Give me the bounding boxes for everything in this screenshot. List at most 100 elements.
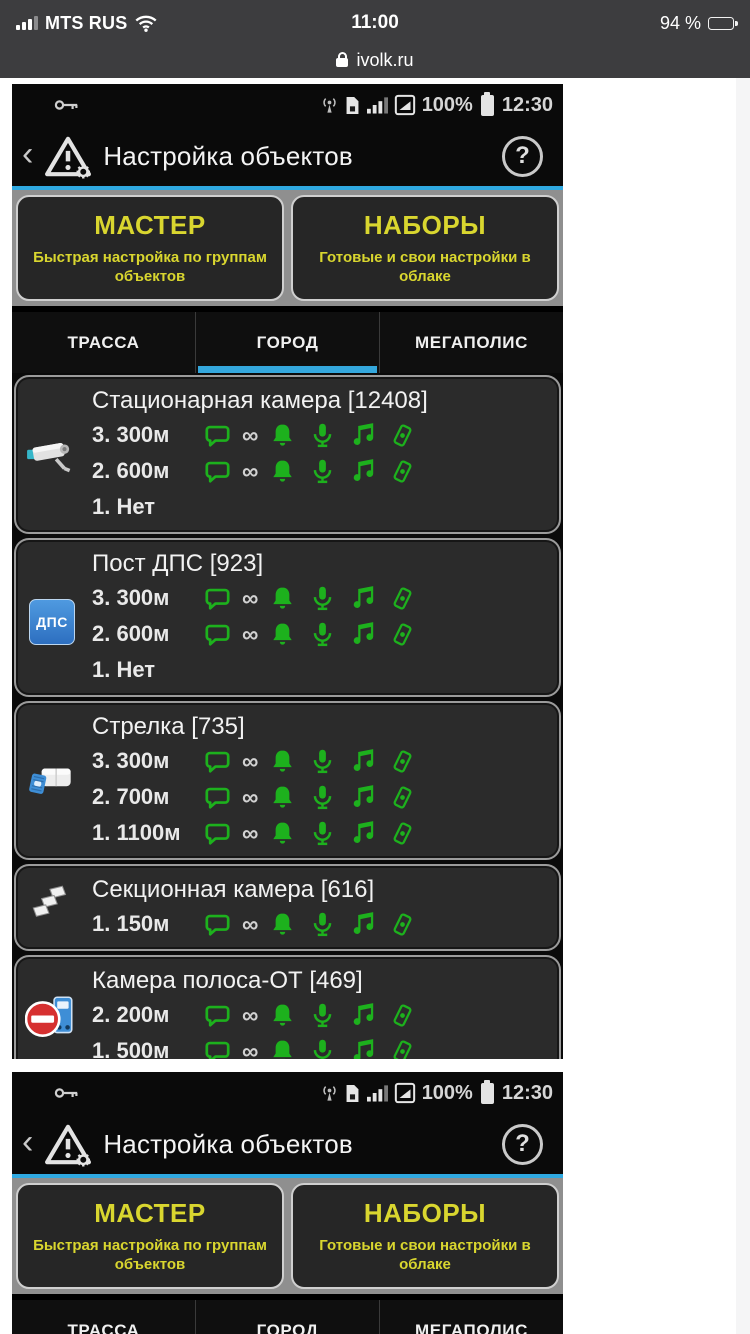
tab-gorod[interactable]: ГОРОД [195, 312, 380, 373]
infinity-icon: ∞ [242, 620, 259, 647]
vibrate-phone-icon [389, 1038, 416, 1060]
music-notes-icon [349, 820, 376, 847]
tab-gorod-label: ГОРОД [256, 332, 319, 352]
speech-bubble-icon [204, 748, 231, 775]
scrollbar-track[interactable] [736, 78, 750, 1334]
infinity-icon: ∞ [242, 819, 259, 846]
alert-iconset: ∞ [204, 585, 416, 612]
microphone-icon [309, 422, 336, 449]
dps-sign-icon: ДПС [29, 598, 75, 645]
microphone-icon [309, 911, 336, 938]
vibrate-phone-icon [389, 585, 416, 612]
battery-icon [708, 16, 738, 30]
sets-button-subtitle: Готовые и свои настройки в облаке [319, 1236, 531, 1274]
bell-icon [269, 748, 296, 775]
vibrate-phone-icon [389, 784, 416, 811]
object-card-dps-post[interactable]: ДПС Пост ДПС [923] 3. 300м ∞ 2. 600м ∞ 1… [14, 538, 561, 697]
bell-icon [269, 458, 296, 485]
distance-label: 1. 1100м [92, 820, 181, 845]
distance-row[interactable]: 1. 150м ∞ [92, 906, 551, 942]
tab-trassa[interactable]: ТРАССА [12, 312, 195, 373]
bus-lane-camera-icon [25, 990, 79, 1044]
object-card-strelka[interactable]: Стрелка [735] 3. 300м ∞ 2. 700м ∞ 1. 110… [14, 701, 561, 860]
sets-button[interactable]: НАБОРЫ Готовые и свои настройки в облаке [291, 195, 559, 301]
url-bar[interactable]: ivolk.ru [0, 46, 750, 74]
distance-row[interactable]: 1. 500м ∞ [92, 1033, 551, 1059]
master-button[interactable]: МАСТЕР Быстрая настройка по группам объе… [16, 1183, 284, 1289]
alert-iconset: ∞ [204, 911, 416, 938]
tab-megapolis[interactable]: МЕГАПОЛИС [380, 312, 563, 373]
music-notes-icon [349, 621, 376, 648]
bell-icon [269, 784, 296, 811]
microphone-icon [309, 1038, 336, 1060]
ios-status-bar: MTS RUS 11:00 94 % ivolk.ru [0, 0, 750, 78]
distance-row[interactable]: 2. 700м ∞ [92, 779, 551, 815]
sets-button-title: НАБОРЫ [363, 209, 487, 240]
music-notes-icon [349, 585, 376, 612]
music-notes-icon [349, 748, 376, 775]
distance-row[interactable]: 2. 200м ∞ [92, 997, 551, 1033]
dps-sign-label: ДПС [36, 613, 68, 630]
tab-megapolis-label: МЕГАПОЛИС [415, 332, 528, 352]
distance-row[interactable]: 2. 600м ∞ [92, 616, 551, 652]
distance-row[interactable]: 3. 300м ∞ [92, 743, 551, 779]
sets-button-subtitle: Готовые и свои настройки в облаке [319, 248, 531, 286]
card-title: Пост ДПС [923] [92, 550, 264, 577]
help-button[interactable]: ? [502, 135, 543, 177]
roaming-signal-icon [394, 1082, 416, 1104]
speech-bubble-icon [204, 1002, 231, 1029]
warning-gear-icon [42, 1122, 94, 1167]
app-header: ‹ Настройка объектов ? [12, 1114, 563, 1174]
tab-megapolis[interactable]: МЕГАПОЛИС [380, 1300, 563, 1334]
music-notes-icon [349, 1038, 376, 1060]
strelka-camera-icon [25, 754, 79, 808]
distance-row[interactable]: 1. 1100м ∞ [92, 815, 551, 851]
infinity-icon: ∞ [242, 584, 259, 611]
object-card-section-camera[interactable]: Секционная камера [616] 1. 150м ∞ [14, 864, 561, 951]
master-button-subtitle: Быстрая настройка по группам объектов [33, 248, 267, 286]
tab-trassa[interactable]: ТРАССА [12, 1300, 195, 1334]
sets-button[interactable]: НАБОРЫ Готовые и свои настройки в облаке [291, 1183, 559, 1289]
sets-button-title: НАБОРЫ [363, 1197, 487, 1228]
object-card-stationary-camera[interactable]: Стационарная камера [12408] 3. 300м ∞ 2.… [14, 375, 561, 534]
music-notes-icon [349, 1002, 376, 1029]
tab-gorod[interactable]: ГОРОД [195, 1300, 380, 1334]
back-button[interactable]: ‹ [22, 135, 34, 173]
bell-icon [269, 1002, 296, 1029]
distance-row[interactable]: 3. 300м ∞ [92, 417, 551, 453]
object-card-bus-lane-camera[interactable]: Камера полоса-ОТ [469] 2. 200м ∞ 1. 500м… [14, 955, 561, 1059]
tab-trassa-label: ТРАССА [67, 332, 140, 352]
bell-icon [269, 820, 296, 847]
infinity-icon: ∞ [242, 1037, 259, 1059]
wifi-icon [134, 14, 158, 32]
master-button[interactable]: МАСТЕР Быстрая настройка по группам объе… [16, 195, 284, 301]
card-title: Стрелка [735] [92, 713, 245, 740]
help-button[interactable]: ? [502, 1123, 543, 1165]
distance-row[interactable]: 3. 300м ∞ [92, 580, 551, 616]
bell-icon [269, 585, 296, 612]
sim-card-icon [344, 95, 361, 116]
active-tab-underline [198, 366, 377, 373]
mode-tabs: ТРАССА ГОРОД МЕГАПОЛИС [12, 312, 563, 373]
infinity-icon: ∞ [242, 457, 259, 484]
infinity-icon: ∞ [242, 747, 259, 774]
distance-row[interactable]: 1. Нет [92, 489, 551, 525]
lock-icon [336, 52, 349, 67]
card-title: Камера полоса-ОТ [469] [92, 967, 363, 994]
battery-percent-label: 94 % [659, 12, 701, 33]
app-screenshot-2: 100% 12:30 ‹ Настройка объектов ? МАСТЕР… [12, 1072, 563, 1334]
vibrate-phone-icon [389, 1002, 416, 1029]
app-screenshot-1: 100% 12:30 ‹ Настройка объектов ? МАСТЕР… [12, 84, 563, 1059]
distance-row[interactable]: 1. Нет [92, 652, 551, 688]
vibrate-phone-icon [389, 748, 416, 775]
roaming-signal-icon [394, 94, 416, 116]
warning-gear-icon [42, 134, 94, 179]
distance-row[interactable]: 2. 600м ∞ [92, 453, 551, 489]
master-button-subtitle: Быстрая настройка по группам объектов [33, 1236, 267, 1274]
distance-label: 3. 300м [92, 422, 170, 447]
back-button[interactable]: ‹ [22, 1123, 34, 1161]
vibrate-phone-icon [389, 911, 416, 938]
app-header: ‹ Настройка объектов ? [12, 126, 563, 186]
vibrate-phone-icon [389, 820, 416, 847]
